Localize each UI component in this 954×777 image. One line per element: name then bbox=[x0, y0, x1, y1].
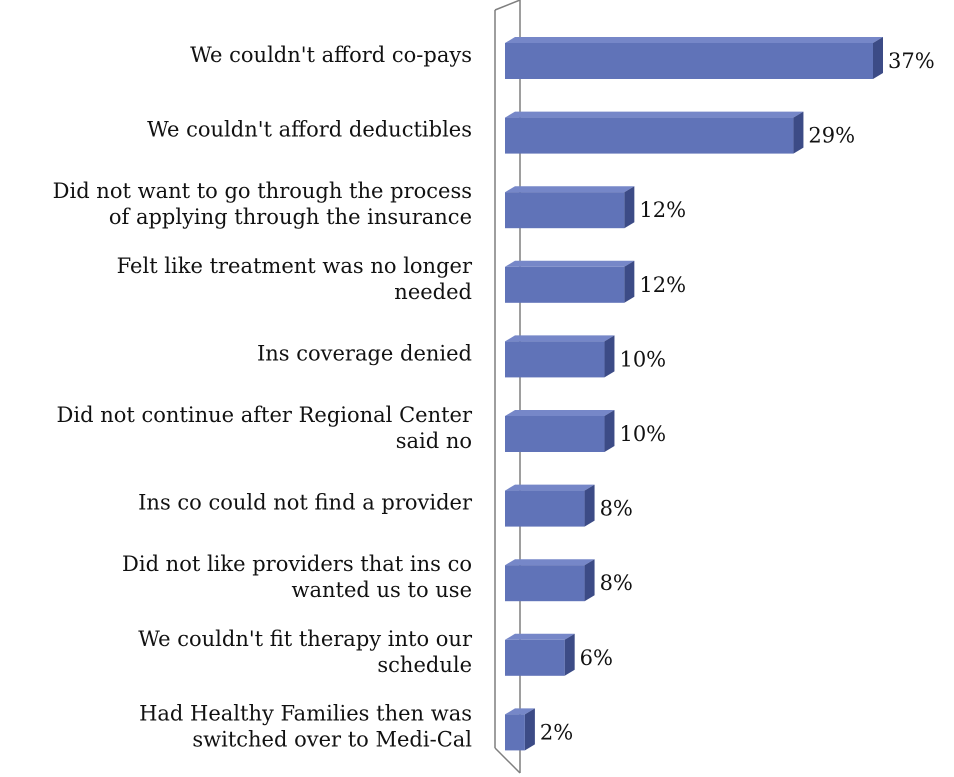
category-label-line: of applying through the insurance bbox=[109, 205, 472, 229]
category-label-line: Did not like providers that ins co bbox=[122, 552, 472, 576]
bar-front-face bbox=[505, 341, 605, 378]
category-label: Had Healthy Families then was switched ov… bbox=[139, 701, 472, 751]
category-label-line: Ins co could not find a provider bbox=[138, 491, 473, 515]
category-label-line: switched over to Medi-Cal bbox=[192, 727, 472, 751]
category-label: Did not like providers that ins co wanted… bbox=[122, 552, 472, 602]
bar bbox=[505, 484, 595, 527]
bar-top-face bbox=[505, 484, 595, 491]
category-label: Ins coverage denied bbox=[257, 341, 472, 365]
category-label: Did not continue after Regional Center sa… bbox=[57, 403, 473, 453]
bar-top-face bbox=[505, 410, 615, 416]
value-label: 12% bbox=[639, 273, 686, 297]
bar bbox=[505, 111, 804, 154]
bar bbox=[505, 633, 575, 676]
bar-top-face bbox=[505, 559, 595, 566]
value-label: 8% bbox=[600, 571, 633, 595]
value-labels-group: 37% 29% 12% 12% 10% 10% 8% 8% 6% 2% bbox=[540, 49, 935, 744]
bar-top-face bbox=[505, 335, 615, 342]
bar bbox=[505, 186, 635, 229]
bar bbox=[505, 260, 635, 303]
value-label: 12% bbox=[639, 198, 686, 222]
bar-side-face bbox=[584, 559, 595, 602]
bar-side-face bbox=[793, 111, 804, 154]
bar-top-face bbox=[505, 37, 883, 43]
category-label-line: wanted us to use bbox=[292, 578, 472, 602]
bar-top-face bbox=[505, 633, 575, 640]
bar-front-face bbox=[505, 43, 873, 79]
bar-top-face bbox=[505, 708, 535, 715]
category-label-line: needed bbox=[394, 280, 472, 304]
bar-side-face bbox=[873, 37, 883, 79]
category-labels-group: We couldn't afford co-pays We couldn't af… bbox=[53, 43, 473, 751]
bar-side-face bbox=[604, 335, 615, 378]
bar-top-face bbox=[505, 186, 635, 193]
value-label: 10% bbox=[619, 347, 666, 371]
wall-bottom-edge bbox=[494, 747, 521, 774]
value-label: 6% bbox=[580, 646, 613, 670]
bar-top-face bbox=[505, 111, 804, 118]
category-label-line: Did not want to go through the process bbox=[53, 179, 472, 203]
bar bbox=[505, 410, 615, 452]
category-label-line: schedule bbox=[377, 653, 472, 677]
bar-side-face bbox=[624, 260, 635, 303]
bar-front-face bbox=[505, 266, 625, 303]
bar-side-face bbox=[624, 186, 635, 229]
bar-front-face bbox=[505, 416, 605, 452]
category-label-line: Ins coverage denied bbox=[257, 341, 472, 365]
value-label: 29% bbox=[808, 124, 855, 148]
bar-front-face bbox=[505, 639, 565, 676]
wall-top-edge bbox=[494, 0, 521, 11]
bar-front-face bbox=[505, 192, 625, 229]
category-label-line: said no bbox=[396, 429, 472, 453]
category-label: Ins co could not find a provider bbox=[138, 491, 473, 515]
bar bbox=[505, 37, 883, 79]
bar-side-face bbox=[524, 708, 535, 751]
category-label: We couldn't afford deductibles bbox=[147, 118, 472, 142]
bars-group bbox=[505, 37, 883, 751]
value-label: 10% bbox=[619, 422, 666, 446]
category-label: Felt like treatment was no longer needed bbox=[117, 254, 473, 304]
bar-front-face bbox=[505, 117, 794, 154]
bar-front-face bbox=[505, 565, 585, 602]
category-label-line: We couldn't afford deductibles bbox=[147, 118, 472, 142]
category-label-line: We couldn't afford co-pays bbox=[190, 43, 472, 67]
bar bbox=[505, 335, 615, 378]
value-label: 8% bbox=[600, 497, 633, 521]
bar-top-face bbox=[505, 260, 635, 267]
bar-front-face bbox=[505, 490, 585, 527]
category-label: Did not want to go through the process of… bbox=[53, 179, 472, 229]
category-label: We couldn't fit therapy into our schedule bbox=[138, 627, 473, 677]
category-label: We couldn't afford co-pays bbox=[190, 43, 472, 67]
bar-side-face bbox=[604, 410, 615, 452]
value-label: 2% bbox=[540, 720, 573, 744]
bar-side-face bbox=[564, 633, 575, 676]
category-label-line: We couldn't fit therapy into our bbox=[138, 627, 473, 651]
bar bbox=[505, 559, 595, 602]
category-label-line: Did not continue after Regional Center bbox=[57, 403, 473, 427]
value-label: 37% bbox=[888, 49, 935, 73]
bar-side-face bbox=[584, 484, 595, 527]
category-label-line: Had Healthy Families then was bbox=[139, 701, 472, 725]
bar-front-face bbox=[505, 714, 525, 751]
category-label-line: Felt like treatment was no longer bbox=[117, 254, 473, 278]
bar bbox=[505, 708, 535, 751]
